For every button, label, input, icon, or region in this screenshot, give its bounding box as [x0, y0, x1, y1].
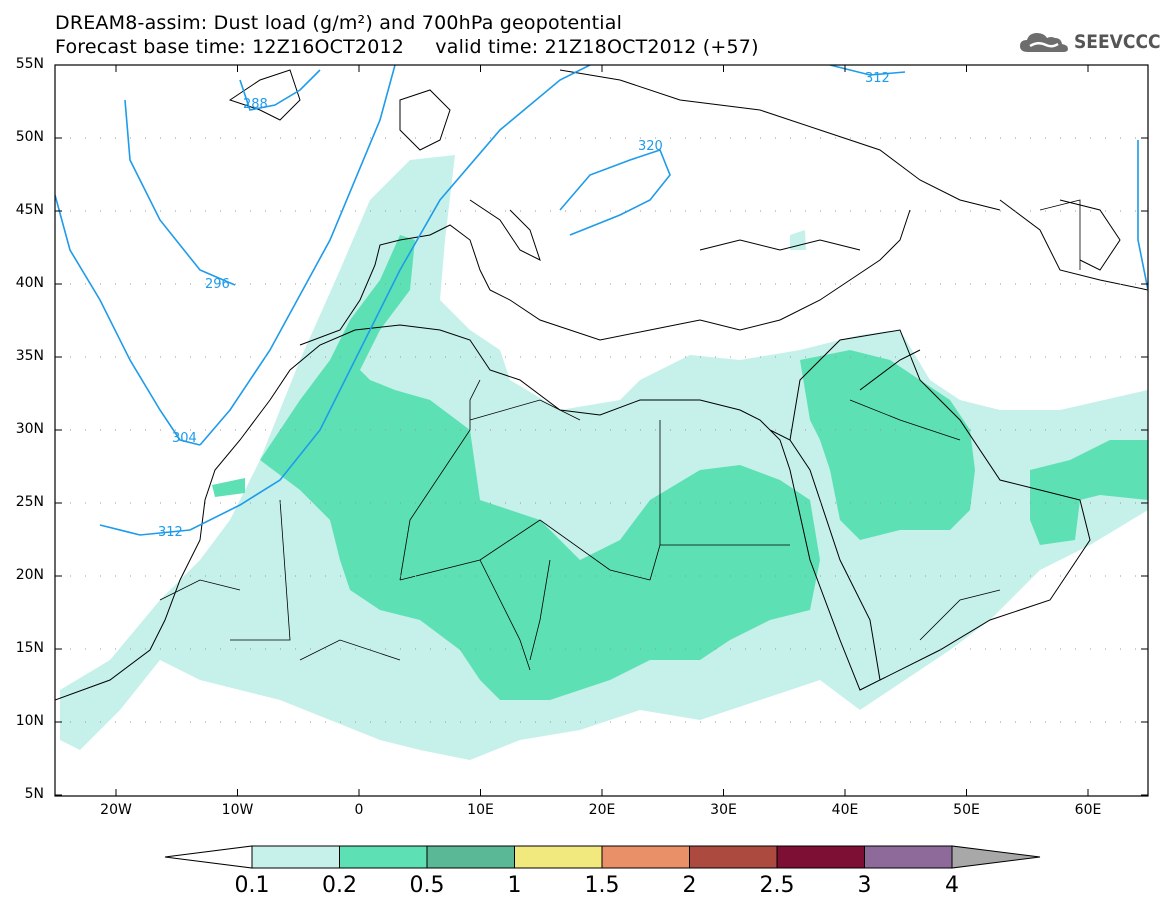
latitude-label: 15N [15, 640, 44, 656]
coastlines [55, 69, 1148, 701]
longitude-label: 10W [221, 802, 254, 818]
latitude-label: 10N [15, 713, 44, 729]
colorbar [164, 845, 1041, 869]
longitude-label: 0 [354, 802, 364, 818]
latitude-label: 45N [15, 202, 44, 218]
country-borders [159, 199, 1081, 671]
contour-label: 288 [243, 97, 268, 112]
contour-label: 312 [158, 525, 183, 540]
longitude-label: 40E [831, 802, 859, 818]
latitude-label: 35N [15, 348, 44, 364]
latitude-label: 55N [15, 56, 44, 72]
contour-label: 312 [865, 71, 890, 86]
map-title: DREAM8-assim: Dust load (g/m²) and 700hP… [55, 12, 623, 34]
dust-medium-region [212, 235, 1148, 700]
colorbar-swatch [339, 845, 428, 869]
colorbar-over-triangle [951, 845, 1041, 869]
colorbar-swatch [689, 845, 778, 869]
seevccc-logo: SEEVCCC [1018, 28, 1161, 56]
latitude-label: 30N [15, 421, 44, 437]
colorbar-swatch [601, 845, 690, 869]
longitude-label: 20E [588, 802, 616, 818]
colorbar-level-label: 3 [857, 873, 872, 898]
forecast-times: Forecast base time: 12Z16OCT2012 valid t… [55, 36, 759, 58]
colorbar-swatch [251, 845, 340, 869]
longitude-label: 50E [953, 802, 980, 818]
colorbar-swatch [776, 845, 865, 869]
colorbar-level-label: 0.5 [409, 873, 445, 898]
colorbar-level-label: 0.2 [322, 873, 357, 898]
colorbar-under-triangle [164, 845, 253, 869]
longitude-label: 20W [100, 802, 132, 818]
colorbar-swatch [426, 845, 515, 869]
contour-label: 296 [205, 277, 230, 292]
colorbar-level-label: 1.5 [584, 873, 620, 898]
logo-text: SEEVCCC [1074, 31, 1161, 53]
contour-labels: 288 296 304 312 320 312 [158, 71, 890, 540]
latitude-label: 40N [15, 275, 44, 291]
colorbar-level-label: 0.1 [234, 873, 270, 898]
longitude-label: 60E [1074, 802, 1102, 818]
colorbar-swatch [864, 845, 953, 869]
latitude-label: 25N [15, 494, 44, 510]
longitude-label: 30E [710, 802, 737, 818]
colorbar-level-label: 1 [507, 873, 522, 898]
cloud-icon [1020, 33, 1068, 52]
longitude-label: 10E [467, 802, 494, 818]
geopotential-contours [55, 65, 1148, 536]
colorbar-level-label: 4 [945, 873, 959, 898]
latitude-label: 50N [15, 129, 44, 145]
contour-label: 304 [172, 431, 197, 446]
colorbar-level-label: 2.5 [759, 873, 795, 898]
axis-ticks [55, 64, 1148, 796]
latitude-label: 20N [15, 567, 44, 583]
colorbar-swatch [514, 845, 603, 869]
colorbar-level-label: 2 [682, 873, 697, 898]
contour-label: 320 [638, 139, 663, 154]
latitude-label: 5N [24, 786, 44, 802]
